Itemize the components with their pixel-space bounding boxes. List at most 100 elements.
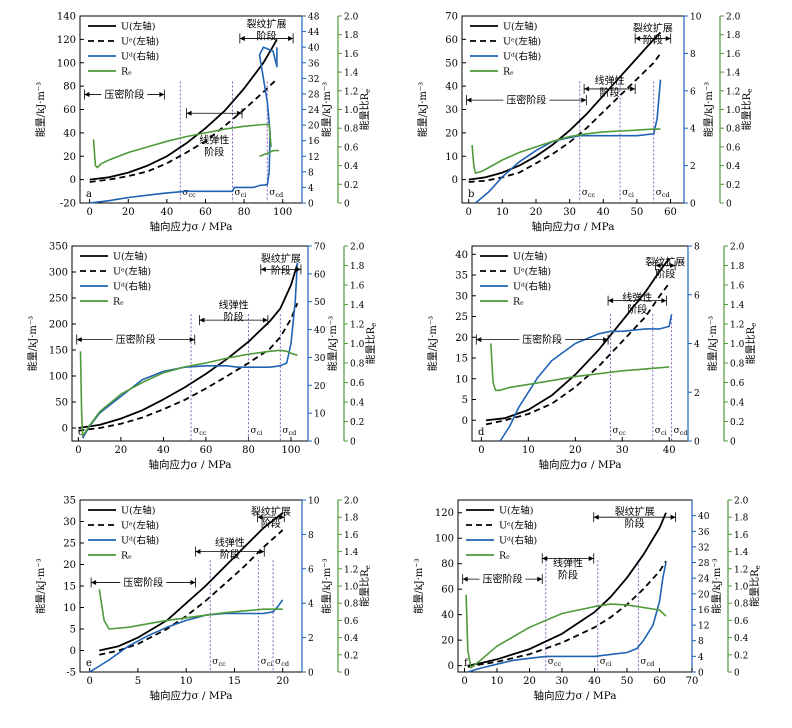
series-line xyxy=(499,314,673,442)
y-right2-tick-label: 0.4 xyxy=(350,399,365,409)
x-tick-label: 30 xyxy=(556,676,569,687)
arrow-head xyxy=(462,576,468,582)
arrow-head xyxy=(670,514,676,520)
y-right-tick-label: 20 xyxy=(308,122,320,132)
x-axis-title: 轴向应力σ / MPa xyxy=(149,458,232,471)
y-right-tick-label: 40 xyxy=(314,326,326,336)
x-tick-label: 100 xyxy=(273,207,292,218)
y-right-axis-title: 能量/kJ·m⁻³ xyxy=(706,316,719,371)
legend-label: Rₑ xyxy=(121,551,132,562)
y-left-tick-label: 60 xyxy=(441,585,454,596)
series-line xyxy=(259,149,279,158)
legend-label: Uᵉ(左轴) xyxy=(113,266,151,278)
y-left-tick-label: 15 xyxy=(63,582,76,593)
y-right-tick-label: 44 xyxy=(308,28,320,38)
x-tick-label: 0 xyxy=(461,676,467,687)
legend-label: Uᵉ(左轴) xyxy=(499,520,537,532)
y-right-tick-label: 0 xyxy=(694,438,700,448)
y-right2-tick-label: 0.4 xyxy=(730,399,745,409)
y-right-tick-label: 4 xyxy=(694,340,700,350)
arrow-head xyxy=(588,555,594,561)
y-right2-tick-label: 0 xyxy=(344,669,350,679)
y-right2-tick-label: 0 xyxy=(730,438,736,448)
y-right-tick-label: 20 xyxy=(698,590,710,600)
stage-label: 裂纹扩展 xyxy=(251,505,291,518)
chart-panel-e: 0 5 10 15 20 -5 0 5 10 15 20 25 30 35 0 2 4 6 8 10 0 0.2 0.4 0.… xyxy=(34,496,372,703)
legend: U(左轴) Uᵉ(左轴) Uᵈ(右轴) Rₑ xyxy=(80,251,151,308)
x-tick-label: 60 xyxy=(199,207,212,218)
y-left-axis-title: 能量/kJ·m⁻³ xyxy=(412,558,425,613)
x-tick-label: 0 xyxy=(75,445,81,456)
legend-label: Uᵈ(右轴) xyxy=(121,51,159,63)
y-right-axis-title: 能量/kJ·m⁻³ xyxy=(320,558,333,613)
y-right2-tick-label: 0.4 xyxy=(734,634,749,644)
y-right2-tick-label: 1.8 xyxy=(730,262,745,272)
threshold-label: σci xyxy=(250,426,262,437)
series-line xyxy=(485,282,670,426)
series-line xyxy=(92,123,272,169)
series-line xyxy=(89,46,278,204)
stage-compaction: 压密阶段 xyxy=(462,572,543,587)
y-right2-tick-label: 1.2 xyxy=(734,565,748,575)
y-right2-tick-label: 0.8 xyxy=(344,600,359,610)
y-right2-tick-label: 1.0 xyxy=(726,106,741,116)
stage-label: 阶段 xyxy=(627,303,647,316)
threshold-label: σcd xyxy=(656,188,670,199)
threshold-label: σcd xyxy=(674,426,688,437)
y-right-tick-label: 10 xyxy=(690,13,702,23)
y-right-tick-label: 10 xyxy=(308,497,320,507)
arrow-head xyxy=(76,337,82,343)
y-right2-tick-label: 1.4 xyxy=(350,301,365,311)
y-right2-tick-label: 1.4 xyxy=(344,548,359,558)
label-bg xyxy=(519,332,566,347)
x-tick-label: 20 xyxy=(530,207,543,218)
y-right2-tick-label: 0.6 xyxy=(344,143,359,153)
y-right-tick-label: 0 xyxy=(308,200,314,210)
y-right-tick-label: 28 xyxy=(698,559,710,569)
y-right2-tick-label: 1.8 xyxy=(726,31,741,41)
y-right-tick-label: 6 xyxy=(308,565,314,575)
y-right-tick-label: 8 xyxy=(690,50,696,60)
series-line xyxy=(474,79,662,204)
arrow-head xyxy=(295,266,301,272)
legend: U(左轴) Uᵉ(左轴) Uᵈ(右轴) Rₑ xyxy=(88,21,159,78)
x-axis-title: 轴向应力σ / MPa xyxy=(534,689,617,702)
y-right2-tick-label: 1.0 xyxy=(730,340,745,350)
y-left-tick-label: 20 xyxy=(441,636,454,647)
y-right-tick-label: 24 xyxy=(698,575,710,585)
y-left-tick-label: 10 xyxy=(455,374,468,385)
y-left-tick-label: 200 xyxy=(49,320,68,331)
y-right2-tick-label: 1.4 xyxy=(344,69,359,79)
y-left-tick-label: 35 xyxy=(455,271,468,282)
series-line xyxy=(468,31,662,181)
y-right2-tick-label: 1.6 xyxy=(344,50,359,60)
y-right2-tick-label: 0.2 xyxy=(726,181,740,191)
y-right2-axis-title: 能量比Re xyxy=(744,323,758,365)
stage-label: 压密阶段 xyxy=(482,573,522,586)
stage-compaction: 压密阶段 xyxy=(466,93,587,108)
legend-label: Uᵈ(右轴) xyxy=(513,281,551,293)
threshold-label: σci xyxy=(655,426,667,437)
arrow-head xyxy=(239,35,245,41)
arrow-head xyxy=(608,298,614,304)
threshold-label: σcd xyxy=(640,657,654,668)
legend-label: Uᵉ(左轴) xyxy=(513,266,551,278)
y-right2-tick-label: 1.4 xyxy=(734,548,749,558)
y-right-tick-label: 0 xyxy=(698,669,704,679)
y-left-tick-label: 100 xyxy=(49,372,68,383)
y-right2-tick-label: 1.2 xyxy=(730,321,744,331)
y-right-tick-label: 12 xyxy=(308,153,319,163)
series-line xyxy=(490,343,670,392)
x-tick-label: 20 xyxy=(276,676,289,687)
y-right2-tick-label: 1.6 xyxy=(350,282,365,292)
y-right2-tick-label: 0.8 xyxy=(726,125,741,135)
y-left-tick-label: 0 xyxy=(70,175,76,186)
y-left-tick-label: 30 xyxy=(445,105,458,116)
arrow-head xyxy=(199,317,205,323)
x-axis-title: 轴向应力σ / MPa xyxy=(532,220,615,233)
y-right2-tick-label: 1.6 xyxy=(726,50,741,60)
stage-label: 线弹性 xyxy=(553,556,583,569)
y-left-tick-label: 10 xyxy=(63,603,76,614)
